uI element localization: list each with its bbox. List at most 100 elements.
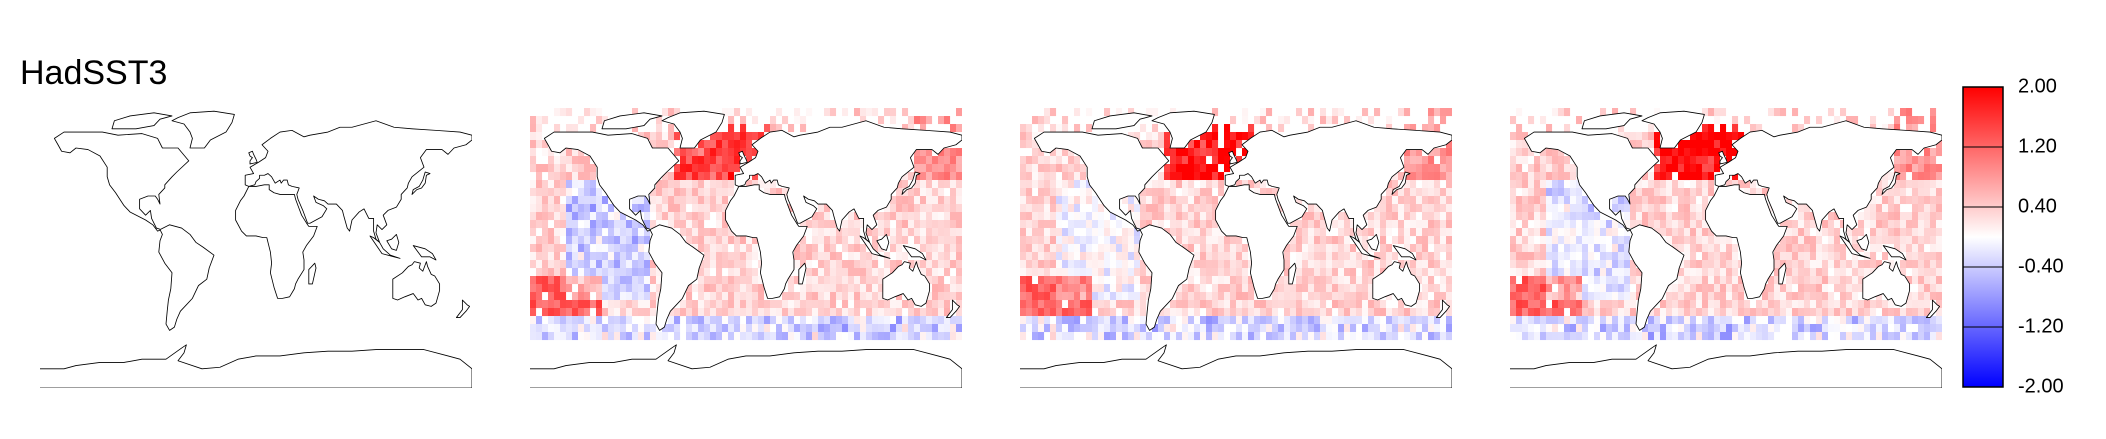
grid-cell [596, 236, 603, 245]
grid-cell [944, 292, 951, 301]
grid-cell [1600, 332, 1607, 341]
grid-cell [1194, 140, 1201, 149]
grid-cell [626, 324, 633, 333]
grid-cell [572, 172, 579, 181]
grid-cell [1404, 164, 1411, 173]
grid-cell [1392, 188, 1399, 197]
grid-cell [806, 332, 813, 341]
coastline-africa [1705, 184, 1788, 299]
grid-cell [1104, 244, 1111, 253]
grid-cell [1122, 228, 1129, 237]
grid-cell [542, 228, 549, 237]
grid-cell [1404, 156, 1411, 165]
grid-cell [1768, 324, 1775, 333]
grid-cell [1050, 332, 1057, 341]
grid-cell [1182, 172, 1189, 181]
grid-cell [1152, 204, 1159, 213]
grid-cell [1062, 164, 1069, 173]
grid-cell [536, 324, 543, 333]
grid-cell [572, 228, 579, 237]
grid-cell [1146, 220, 1153, 229]
grid-cell [578, 276, 585, 285]
grid-cell [542, 116, 549, 125]
grid-cell [1810, 252, 1817, 261]
grid-cell [1248, 180, 1255, 189]
grid-cell [1206, 324, 1213, 333]
grid-cell [1714, 164, 1721, 173]
grid-cell [1858, 268, 1865, 277]
grid-cell [1404, 172, 1411, 181]
grid-cell [872, 292, 879, 301]
grid-cell [662, 196, 669, 205]
grid-cell [1696, 164, 1703, 173]
grid-cell [896, 332, 903, 341]
grid-cell [1870, 300, 1877, 309]
grid-cell [1212, 156, 1219, 165]
grid-cell [692, 196, 699, 205]
grid-cell [1564, 164, 1571, 173]
grid-cell [626, 276, 633, 285]
grid-cell [1672, 284, 1679, 293]
grid-cell [1864, 308, 1871, 317]
grid-cell [1642, 180, 1649, 189]
grid-cell [560, 188, 567, 197]
grid-cell [1612, 276, 1619, 285]
grid-cell [932, 276, 939, 285]
grid-cell [1630, 332, 1637, 341]
grid-cell [572, 196, 579, 205]
grid-cell [1612, 244, 1619, 253]
grid-cell [1200, 196, 1207, 205]
grid-cell [1642, 220, 1649, 229]
grid-cell [1050, 156, 1057, 165]
grid-cell [1092, 316, 1099, 325]
grid-cell [1068, 156, 1075, 165]
grid-cell [608, 244, 615, 253]
grid-cell [554, 324, 561, 333]
grid-cell [1308, 260, 1315, 269]
grid-cell [698, 284, 705, 293]
grid-cell [638, 268, 645, 277]
grid-cell [956, 260, 962, 269]
grid-cell [1828, 252, 1835, 261]
grid-cell [956, 164, 962, 173]
grid-cell [1636, 204, 1643, 213]
grid-cell [1152, 108, 1159, 117]
grid-cell [1062, 204, 1069, 213]
grid-cell [740, 132, 747, 141]
grid-cell [1828, 292, 1835, 301]
grid-cell [896, 260, 903, 269]
grid-cell [1732, 244, 1739, 253]
grid-cell [554, 228, 561, 237]
grid-cell [1600, 268, 1607, 277]
grid-cell [1786, 300, 1793, 309]
grid-cell [632, 324, 639, 333]
grid-cell [1356, 276, 1363, 285]
grid-cell [1422, 180, 1429, 189]
grid-cell [1026, 292, 1033, 301]
grid-cell [944, 212, 951, 221]
grid-cell [1044, 308, 1051, 317]
grid-cell [956, 284, 962, 293]
grid-cell [1516, 196, 1523, 205]
grid-cell [926, 324, 933, 333]
grid-cell [1684, 164, 1691, 173]
grid-cell [614, 276, 621, 285]
grid-cell [1098, 300, 1105, 309]
grid-cell [1876, 196, 1883, 205]
grid-cell [1534, 228, 1541, 237]
grid-cell [1678, 180, 1685, 189]
grid-cell [1918, 228, 1925, 237]
grid-cell [1326, 252, 1333, 261]
grid-cell [548, 324, 555, 333]
grid-cell [1738, 260, 1745, 269]
grid-cell [1714, 244, 1721, 253]
grid-cell [716, 148, 723, 157]
grid-cell [1528, 292, 1535, 301]
grid-cell [1624, 268, 1631, 277]
grid-cell [1738, 284, 1745, 293]
grid-cell [1696, 172, 1703, 181]
grid-cell [1116, 108, 1123, 117]
grid-cell [812, 244, 819, 253]
grid-cell [1528, 244, 1535, 253]
grid-cell [1516, 332, 1523, 341]
